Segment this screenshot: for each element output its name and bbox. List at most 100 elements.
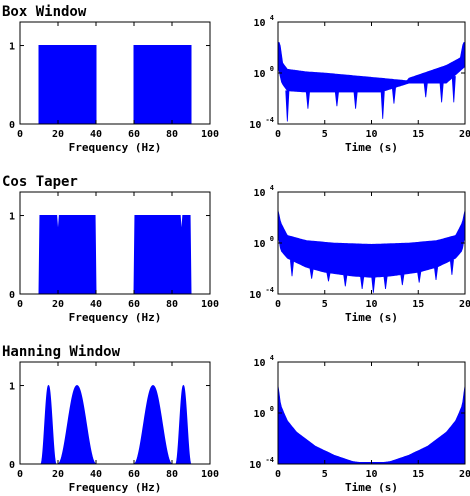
x-tick-label-0: 0	[17, 129, 23, 140]
signal-dip-7	[400, 274, 405, 286]
y-tick-label-2: 10 -4	[249, 456, 274, 471]
row-title-hanning: Hanning Window	[2, 344, 121, 360]
chart-spectrum-hanning: 0 20 40 60 80 100 0 1 Frequency (Hz)	[9, 361, 219, 494]
row-title-cos-taper: Cos Taper	[2, 174, 78, 190]
x-axis-label: Time (s)	[345, 141, 398, 154]
x-tick-label-1: 20	[52, 469, 64, 480]
x-tick-label-1: 20	[52, 129, 64, 140]
x-tick-label-3: 60	[128, 469, 140, 480]
x-tick-label-4: 80	[166, 469, 178, 480]
plot-area	[40, 384, 192, 464]
x-tick-label-4: 80	[166, 299, 178, 310]
y-tick-label-1: 10 0	[254, 65, 274, 80]
signal-dip-3	[343, 274, 348, 287]
y-tick-label-0: 10 4	[254, 14, 274, 29]
x-axis-label: Time (s)	[345, 311, 398, 324]
x-tick-label-0: 0	[17, 299, 23, 310]
spectrum-area	[20, 215, 210, 294]
signal-dip-5	[391, 87, 396, 104]
signal-dip-8	[417, 271, 422, 283]
signal-dip-3	[353, 91, 358, 109]
y-tick-label-2: 10 -4	[249, 116, 274, 131]
x-tick-label-1: 5	[322, 129, 328, 140]
y-tick-label-1: 10 0	[254, 405, 274, 420]
chart-spectrum-box: 0 20 40 60 80 100 0 1 Frequency (Hz)	[9, 21, 219, 154]
x-tick-label-3: 15	[412, 129, 424, 140]
row-title-box: Box Window	[2, 4, 87, 20]
signal-envelope	[278, 42, 465, 93]
chart-spectrum-cos-taper: 0 20 40 60 80 100 0 1 Frequency (Hz)	[9, 191, 219, 324]
y-tick-label-0: 0	[9, 290, 15, 301]
x-axis-label: Frequency (Hz)	[69, 311, 162, 324]
signal-dip-0	[285, 90, 290, 122]
x-tick-label-3: 15	[412, 299, 424, 310]
y-tick-label-0: 0	[9, 120, 15, 131]
hanning-lobe-0	[40, 384, 57, 464]
signal-dip-8	[451, 76, 456, 103]
hanning-lobe-1	[57, 385, 97, 464]
x-tick-label-1: 5	[322, 299, 328, 310]
axes-frame	[19, 21, 211, 125]
chart-time-cos-taper: 0 5 10 15 20 10 4 10 0 10 -4 Time (s)	[249, 184, 470, 324]
x-tick-label-0: 0	[275, 299, 281, 310]
y-tick-label-2: 10 -4	[249, 286, 274, 301]
axes-frame	[19, 191, 211, 295]
x-tick-label-0: 0	[275, 469, 281, 480]
x-tick-label-2: 40	[90, 129, 102, 140]
plot-area	[278, 42, 465, 122]
x-tick-label-2: 40	[90, 299, 102, 310]
x-tick-label-2: 40	[90, 469, 102, 480]
signal-dip-1	[309, 268, 314, 279]
signal-dip-7	[439, 82, 444, 103]
signal-dip-1	[305, 91, 310, 109]
x-tick-label-5: 100	[201, 299, 219, 310]
y-tick-label-0: 10 4	[254, 354, 274, 369]
y-tick-label-1: 10 0	[254, 235, 274, 250]
x-tick-label-5: 100	[201, 129, 219, 140]
x-tick-label-3: 15	[412, 469, 424, 480]
signal-dip-6	[423, 82, 428, 98]
x-axis-label: Time (s)	[345, 481, 398, 494]
spectrum-area	[20, 45, 210, 124]
signal-dip-5	[371, 276, 376, 293]
y-tick-label-0: 10 4	[254, 184, 274, 199]
x-tick-label-0: 0	[275, 129, 281, 140]
hanning-lobe-2	[133, 385, 173, 464]
signal-dip-9	[433, 267, 439, 281]
axes-frame	[19, 361, 211, 465]
signal-dip-10	[449, 259, 454, 275]
signal-envelope	[278, 209, 465, 278]
plot-area	[20, 215, 210, 294]
x-tick-label-4: 80	[166, 129, 178, 140]
signal-envelope	[278, 384, 465, 464]
y-tick-label-1: 1	[9, 212, 15, 223]
x-tick-label-5: 100	[201, 469, 219, 480]
x-tick-label-3: 60	[128, 129, 140, 140]
y-tick-label-1: 1	[9, 382, 15, 393]
signal-dip-0	[289, 260, 295, 277]
chart-time-hanning: 0 5 10 15 20 10 4 10 0 10 -4 Time (s)	[249, 354, 470, 494]
plot-area	[278, 209, 465, 293]
x-axis-label: Frequency (Hz)	[69, 141, 162, 154]
signal-dip-2	[326, 272, 331, 282]
y-tick-label-1: 1	[9, 42, 15, 53]
x-tick-label-1: 20	[52, 299, 64, 310]
signal-dip-2	[334, 91, 339, 107]
x-tick-label-2: 10	[365, 299, 377, 310]
chart-time-box: 0 5 10 15 20 10 4 10 0 10 -4 Time (s)	[249, 14, 470, 154]
x-tick-label-2: 10	[365, 469, 377, 480]
x-tick-label-3: 60	[128, 299, 140, 310]
x-tick-label-1: 5	[322, 469, 328, 480]
x-tick-label-2: 10	[365, 129, 377, 140]
signal-dip-4	[360, 276, 365, 289]
hanning-lobe-3	[175, 384, 192, 464]
x-tick-label-4: 20	[459, 299, 470, 310]
signal-dip-4	[380, 91, 385, 119]
signal-dip-6	[383, 276, 388, 289]
plot-area	[20, 45, 210, 124]
x-tick-label-4: 20	[459, 469, 470, 480]
plot-area	[278, 384, 465, 464]
y-tick-label-0: 0	[9, 460, 15, 471]
